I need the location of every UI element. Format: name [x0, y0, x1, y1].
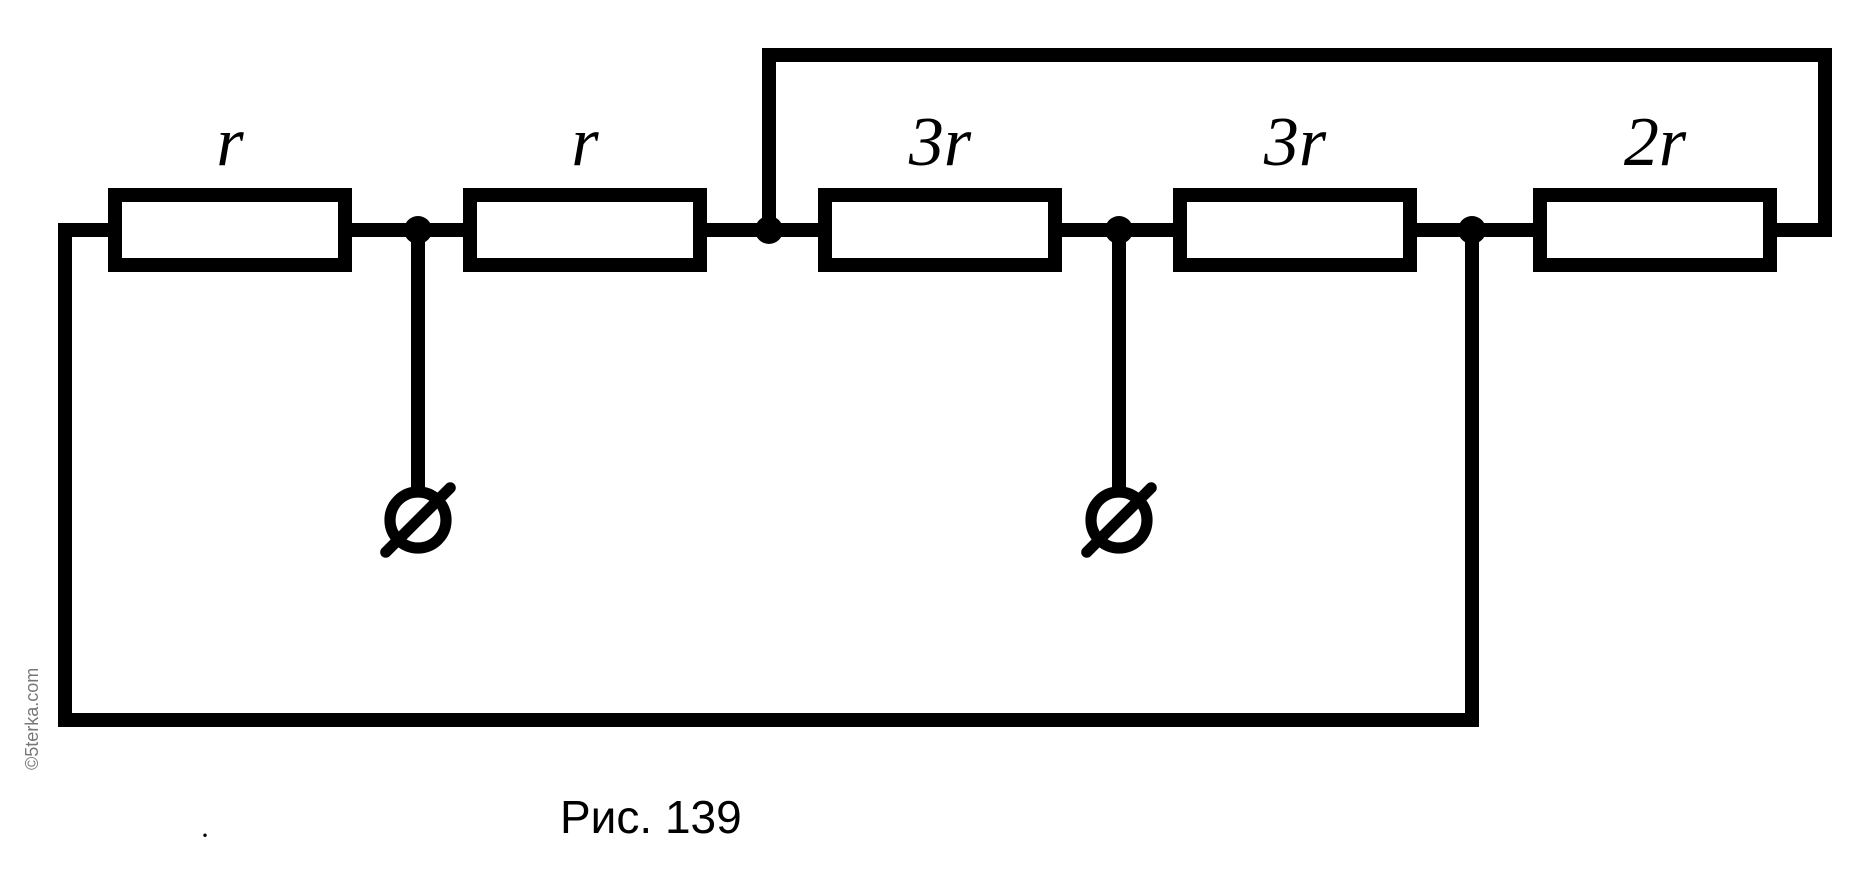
resistor-R1	[115, 195, 345, 265]
resistor-label-R4: 3r	[1263, 104, 1327, 181]
node-A	[404, 216, 432, 244]
figure-caption: Рис. 139	[560, 790, 742, 844]
resistor-R2	[470, 195, 700, 265]
wire	[65, 230, 1472, 720]
resistor-label-R1: r	[216, 104, 244, 181]
resistor-R3	[825, 195, 1055, 265]
node-B	[755, 216, 783, 244]
resistor-R4	[1180, 195, 1410, 265]
resistor-R5	[1540, 195, 1770, 265]
node-D	[1458, 216, 1486, 244]
resistor-label-R5: 2r	[1624, 104, 1687, 181]
node-C	[1105, 216, 1133, 244]
circuit-diagram: r r 3r 3r 2r ·	[0, 0, 1855, 876]
watermark: ©5terka.com	[22, 668, 43, 770]
stray-mark: ·	[200, 819, 210, 852]
resistor-label-R2: r	[571, 104, 599, 181]
resistor-label-R3: 3r	[908, 104, 972, 181]
